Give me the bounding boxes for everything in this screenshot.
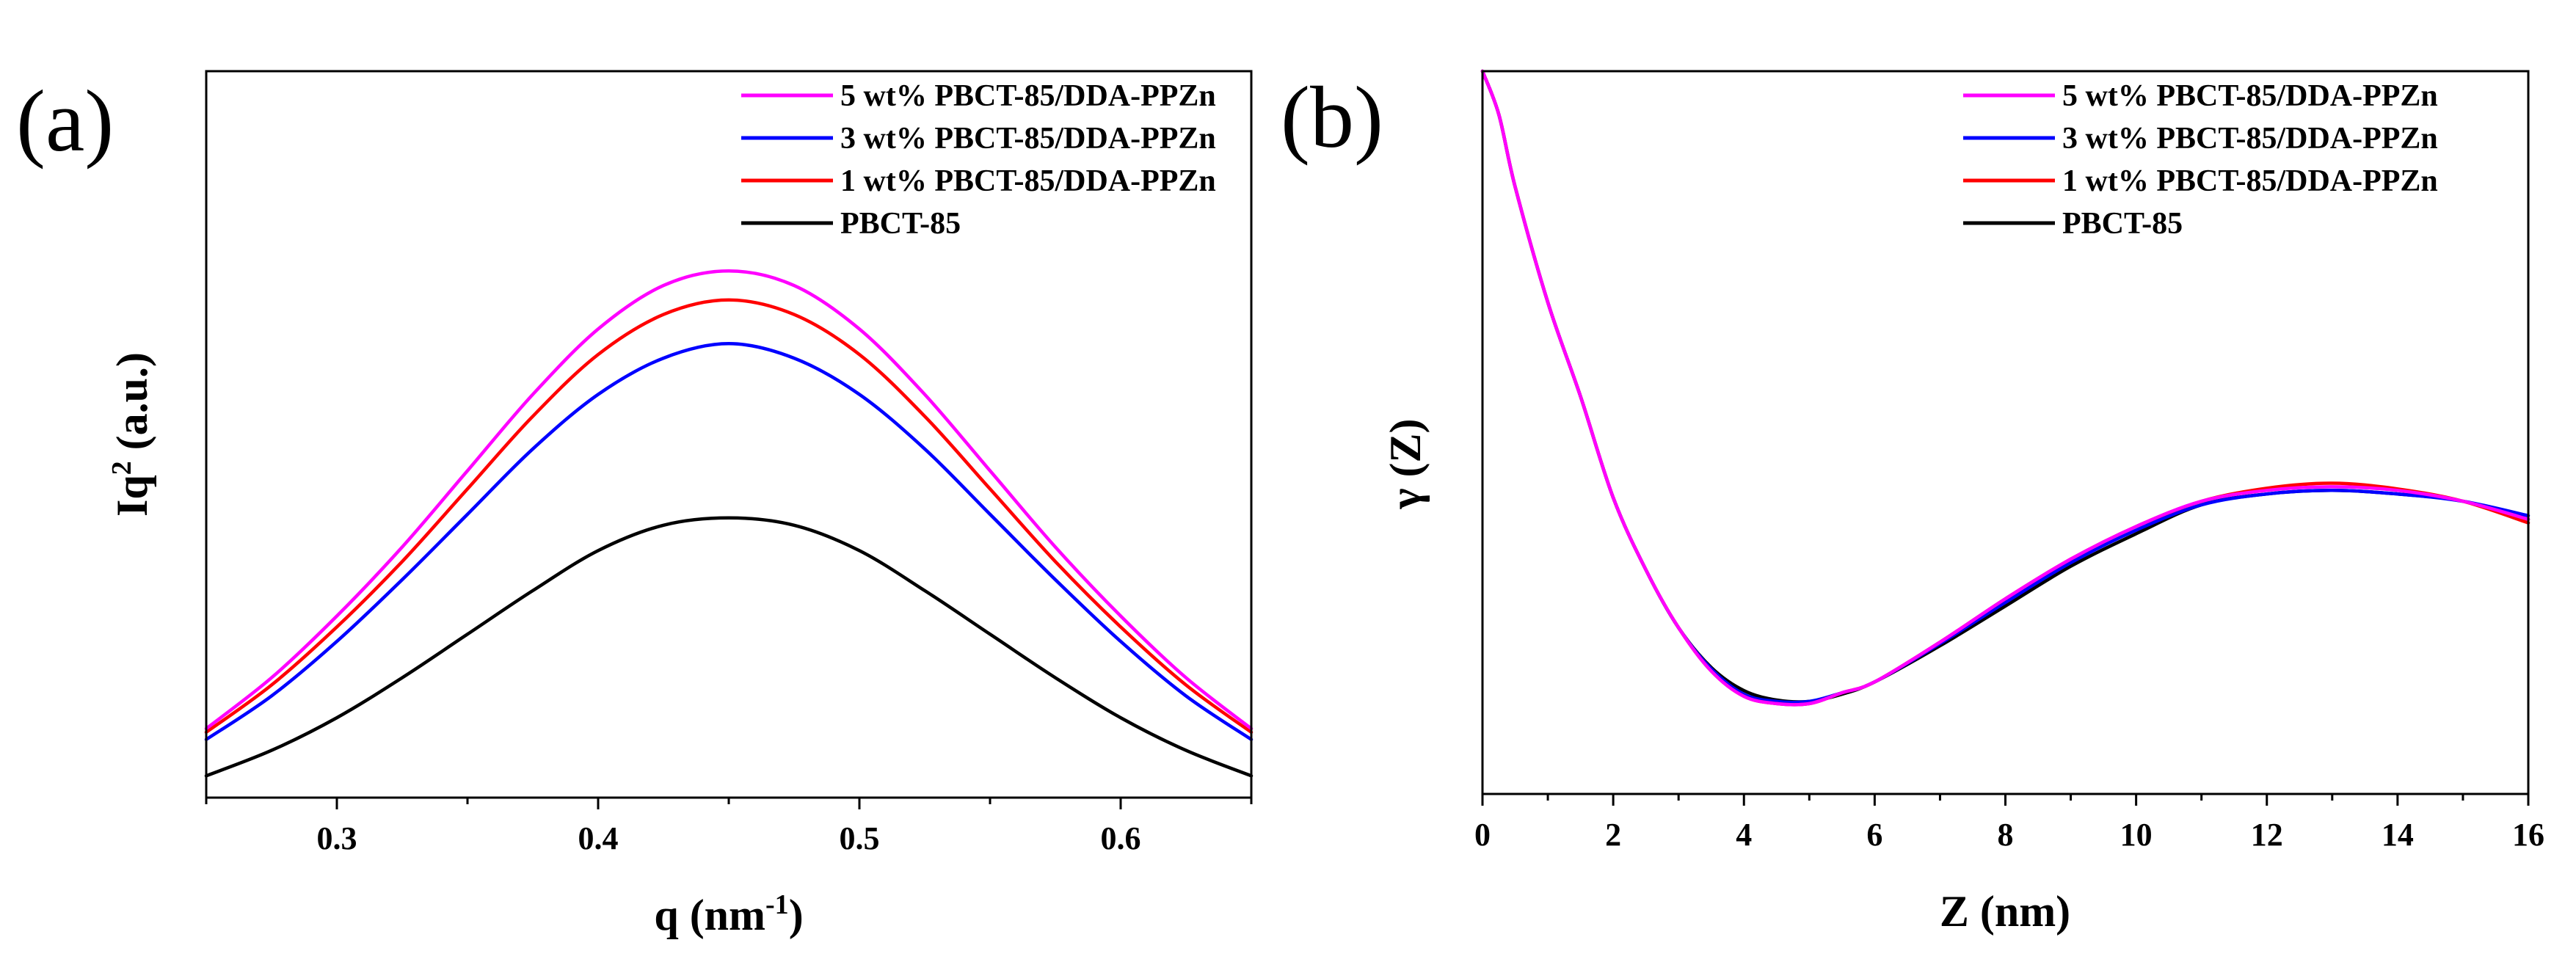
panel-a-label: (a) [16, 72, 114, 170]
panel-a-x-tick-label: 0.6 [1101, 820, 1141, 856]
panel-b-series-group [1480, 69, 2530, 707]
panel-a: (a) 0.3 0.4 0.5 0.6 5 wt% PBCT-85/DDA-PPZn 3… [16, 70, 1254, 939]
panel-b-x-ticks: 0 2 4 6 8 10 12 14 16 [1474, 794, 2544, 853]
panel-a-x-tick-label: 0.3 [317, 820, 357, 856]
panel-a-x-tick-label: 0.5 [840, 820, 880, 856]
panel-b-x-tick-label: 14 [2382, 817, 2414, 853]
panel-b-legend-label: 5 wt% PBCT-85/DDA-PPZn [2062, 79, 2438, 113]
panel-a-series-group [204, 269, 1254, 778]
panel-a-legend-label: 1 wt% PBCT-85/DDA-PPZn [840, 164, 1216, 198]
panel-a-x-tick-label: 0.4 [578, 820, 619, 856]
panel-a-legend-label: 3 wt% PBCT-85/DDA-PPZn [840, 122, 1216, 156]
panel-a-y-axis-title: Iq2 (a.u.) [106, 352, 156, 517]
panel-b-legend-label: 1 wt% PBCT-85/DDA-PPZn [2062, 164, 2438, 198]
panel-a-legend-label: PBCT-85 [840, 207, 961, 241]
panel-b-y-axis-title: γ (Z) [1381, 418, 1430, 509]
panel-a-legend-label: 5 wt% PBCT-85/DDA-PPZn [840, 79, 1216, 113]
panel-b-x-tick-label: 8 [1998, 817, 2014, 853]
panel-b-x-tick-label: 12 [2251, 817, 2283, 853]
panel-a-series-line-4 [204, 516, 1254, 778]
panel-b: (b) 0 2 4 6 8 10 12 14 16 5 wt% PBCT-85/DDA-PPZn… [1281, 68, 2544, 936]
panel-a-legend: 5 wt% PBCT-85/DDA-PPZn 3 wt% PBCT-85/DDA-… [741, 79, 1216, 241]
panel-b-x-tick-label: 2 [1605, 817, 1621, 853]
panel-b-legend: 5 wt% PBCT-85/DDA-PPZn 3 wt% PBCT-85/DDA-… [1963, 79, 2438, 241]
panel-b-x-tick-label: 10 [2120, 817, 2153, 853]
panel-b-series-line-1 [1480, 69, 2530, 707]
panel-b-x-axis-title: Z (nm) [1940, 887, 2070, 936]
panel-a-series-line-3 [204, 298, 1254, 735]
panel-a-x-ticks: 0.3 0.4 0.5 0.6 [205, 798, 1253, 856]
panel-b-x-tick-label: 0 [1474, 817, 1491, 853]
panel-b-x-tick-label: 4 [1736, 817, 1752, 853]
panel-b-x-tick-label: 16 [2512, 817, 2544, 853]
panel-a-series-line-1 [204, 269, 1254, 731]
panel-b-legend-label: PBCT-85 [2062, 207, 2183, 241]
panel-b-legend-label: 3 wt% PBCT-85/DDA-PPZn [2062, 122, 2438, 156]
panel-a-x-axis-title: q (nm-1) [654, 889, 803, 939]
panel-a-series-line-2 [204, 342, 1254, 742]
panel-b-x-tick-label: 6 [1866, 817, 1882, 853]
panel-b-label: (b) [1281, 68, 1383, 166]
